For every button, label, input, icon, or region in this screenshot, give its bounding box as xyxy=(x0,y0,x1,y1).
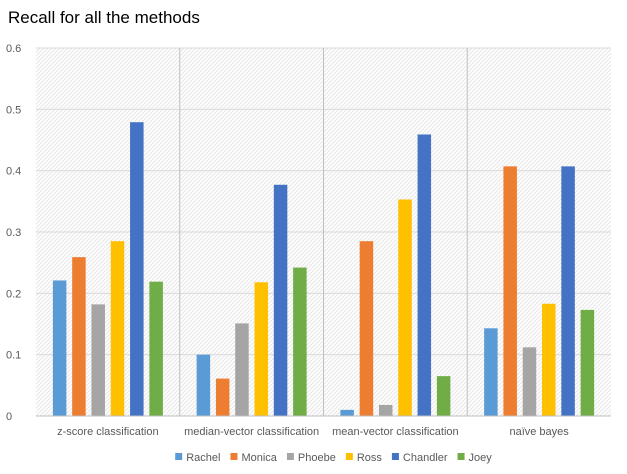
bar-ross xyxy=(398,199,412,416)
y-tick-label: 0.3 xyxy=(6,227,21,239)
legend-item-joey: Joey xyxy=(457,452,493,464)
legend-item-rachel: Rachel xyxy=(175,452,220,464)
legend-label: Monica xyxy=(241,452,277,464)
bar-chandler xyxy=(561,166,575,416)
legend-item-phoebe: Phoebe xyxy=(286,452,336,464)
x-tick-label: mean-vector classification xyxy=(332,426,459,438)
bar-joey xyxy=(580,309,595,416)
bar-phoebe xyxy=(235,323,249,416)
legend-label: Ross xyxy=(357,452,383,464)
bar-joey xyxy=(149,281,163,416)
legend-swatch xyxy=(175,453,183,460)
legend-item-monica: Monica xyxy=(230,452,278,464)
legend-label: Joey xyxy=(469,452,493,464)
legend-label: Rachel xyxy=(186,452,220,464)
chart-title: Recall for all the methods xyxy=(8,8,200,27)
y-tick-label: 0.5 xyxy=(6,104,21,116)
bar-monica xyxy=(72,257,86,416)
bar-rachel xyxy=(52,280,67,416)
legend-label: Phoebe xyxy=(298,452,336,464)
y-tick-label: 0.1 xyxy=(6,350,21,362)
bar-rachel xyxy=(484,328,498,416)
bar-rachel xyxy=(340,409,354,416)
bar-joey xyxy=(293,267,307,416)
bar-ross xyxy=(110,241,125,416)
legend-item-chandler: Chandler xyxy=(391,452,448,464)
y-tick-label: 0 xyxy=(6,411,12,423)
y-tick-label: 0.6 xyxy=(6,43,21,55)
bar-monica xyxy=(215,378,230,416)
x-tick-label: median-vector classification xyxy=(184,426,319,438)
legend: Rachel Monica Phoebe Ross Chandler Joey xyxy=(175,452,492,464)
legend-swatch xyxy=(391,453,399,460)
x-tick-label: z-score classification xyxy=(57,426,158,438)
bar-joey xyxy=(436,376,451,416)
legend-swatch xyxy=(230,453,238,460)
legend-swatch xyxy=(457,453,465,460)
bar-phoebe xyxy=(91,304,105,416)
bar-ross xyxy=(542,303,556,416)
axes: 0 0.1 0.2 0.3 0.4 0.5 0.6 z-score classificatio… xyxy=(6,43,611,438)
y-tick-label: 0.2 xyxy=(6,288,21,300)
x-tick-label: naïve bayes xyxy=(509,426,569,438)
legend-label: Chandler xyxy=(403,452,448,464)
bar-rachel xyxy=(196,354,211,416)
bar-monica xyxy=(503,166,517,416)
legend-swatch xyxy=(345,453,353,460)
bar-chandler xyxy=(273,184,288,416)
bar-monica xyxy=(359,241,374,416)
bar-phoebe xyxy=(522,347,537,416)
bar-ross xyxy=(254,282,269,416)
legend-item-ross: Ross xyxy=(345,452,383,464)
legend-swatch xyxy=(286,453,294,460)
bar-chandler xyxy=(417,134,432,417)
bars xyxy=(52,122,595,417)
bar-chandler xyxy=(130,122,144,417)
bar-phoebe xyxy=(378,404,393,416)
y-tick-label: 0.4 xyxy=(6,166,21,178)
